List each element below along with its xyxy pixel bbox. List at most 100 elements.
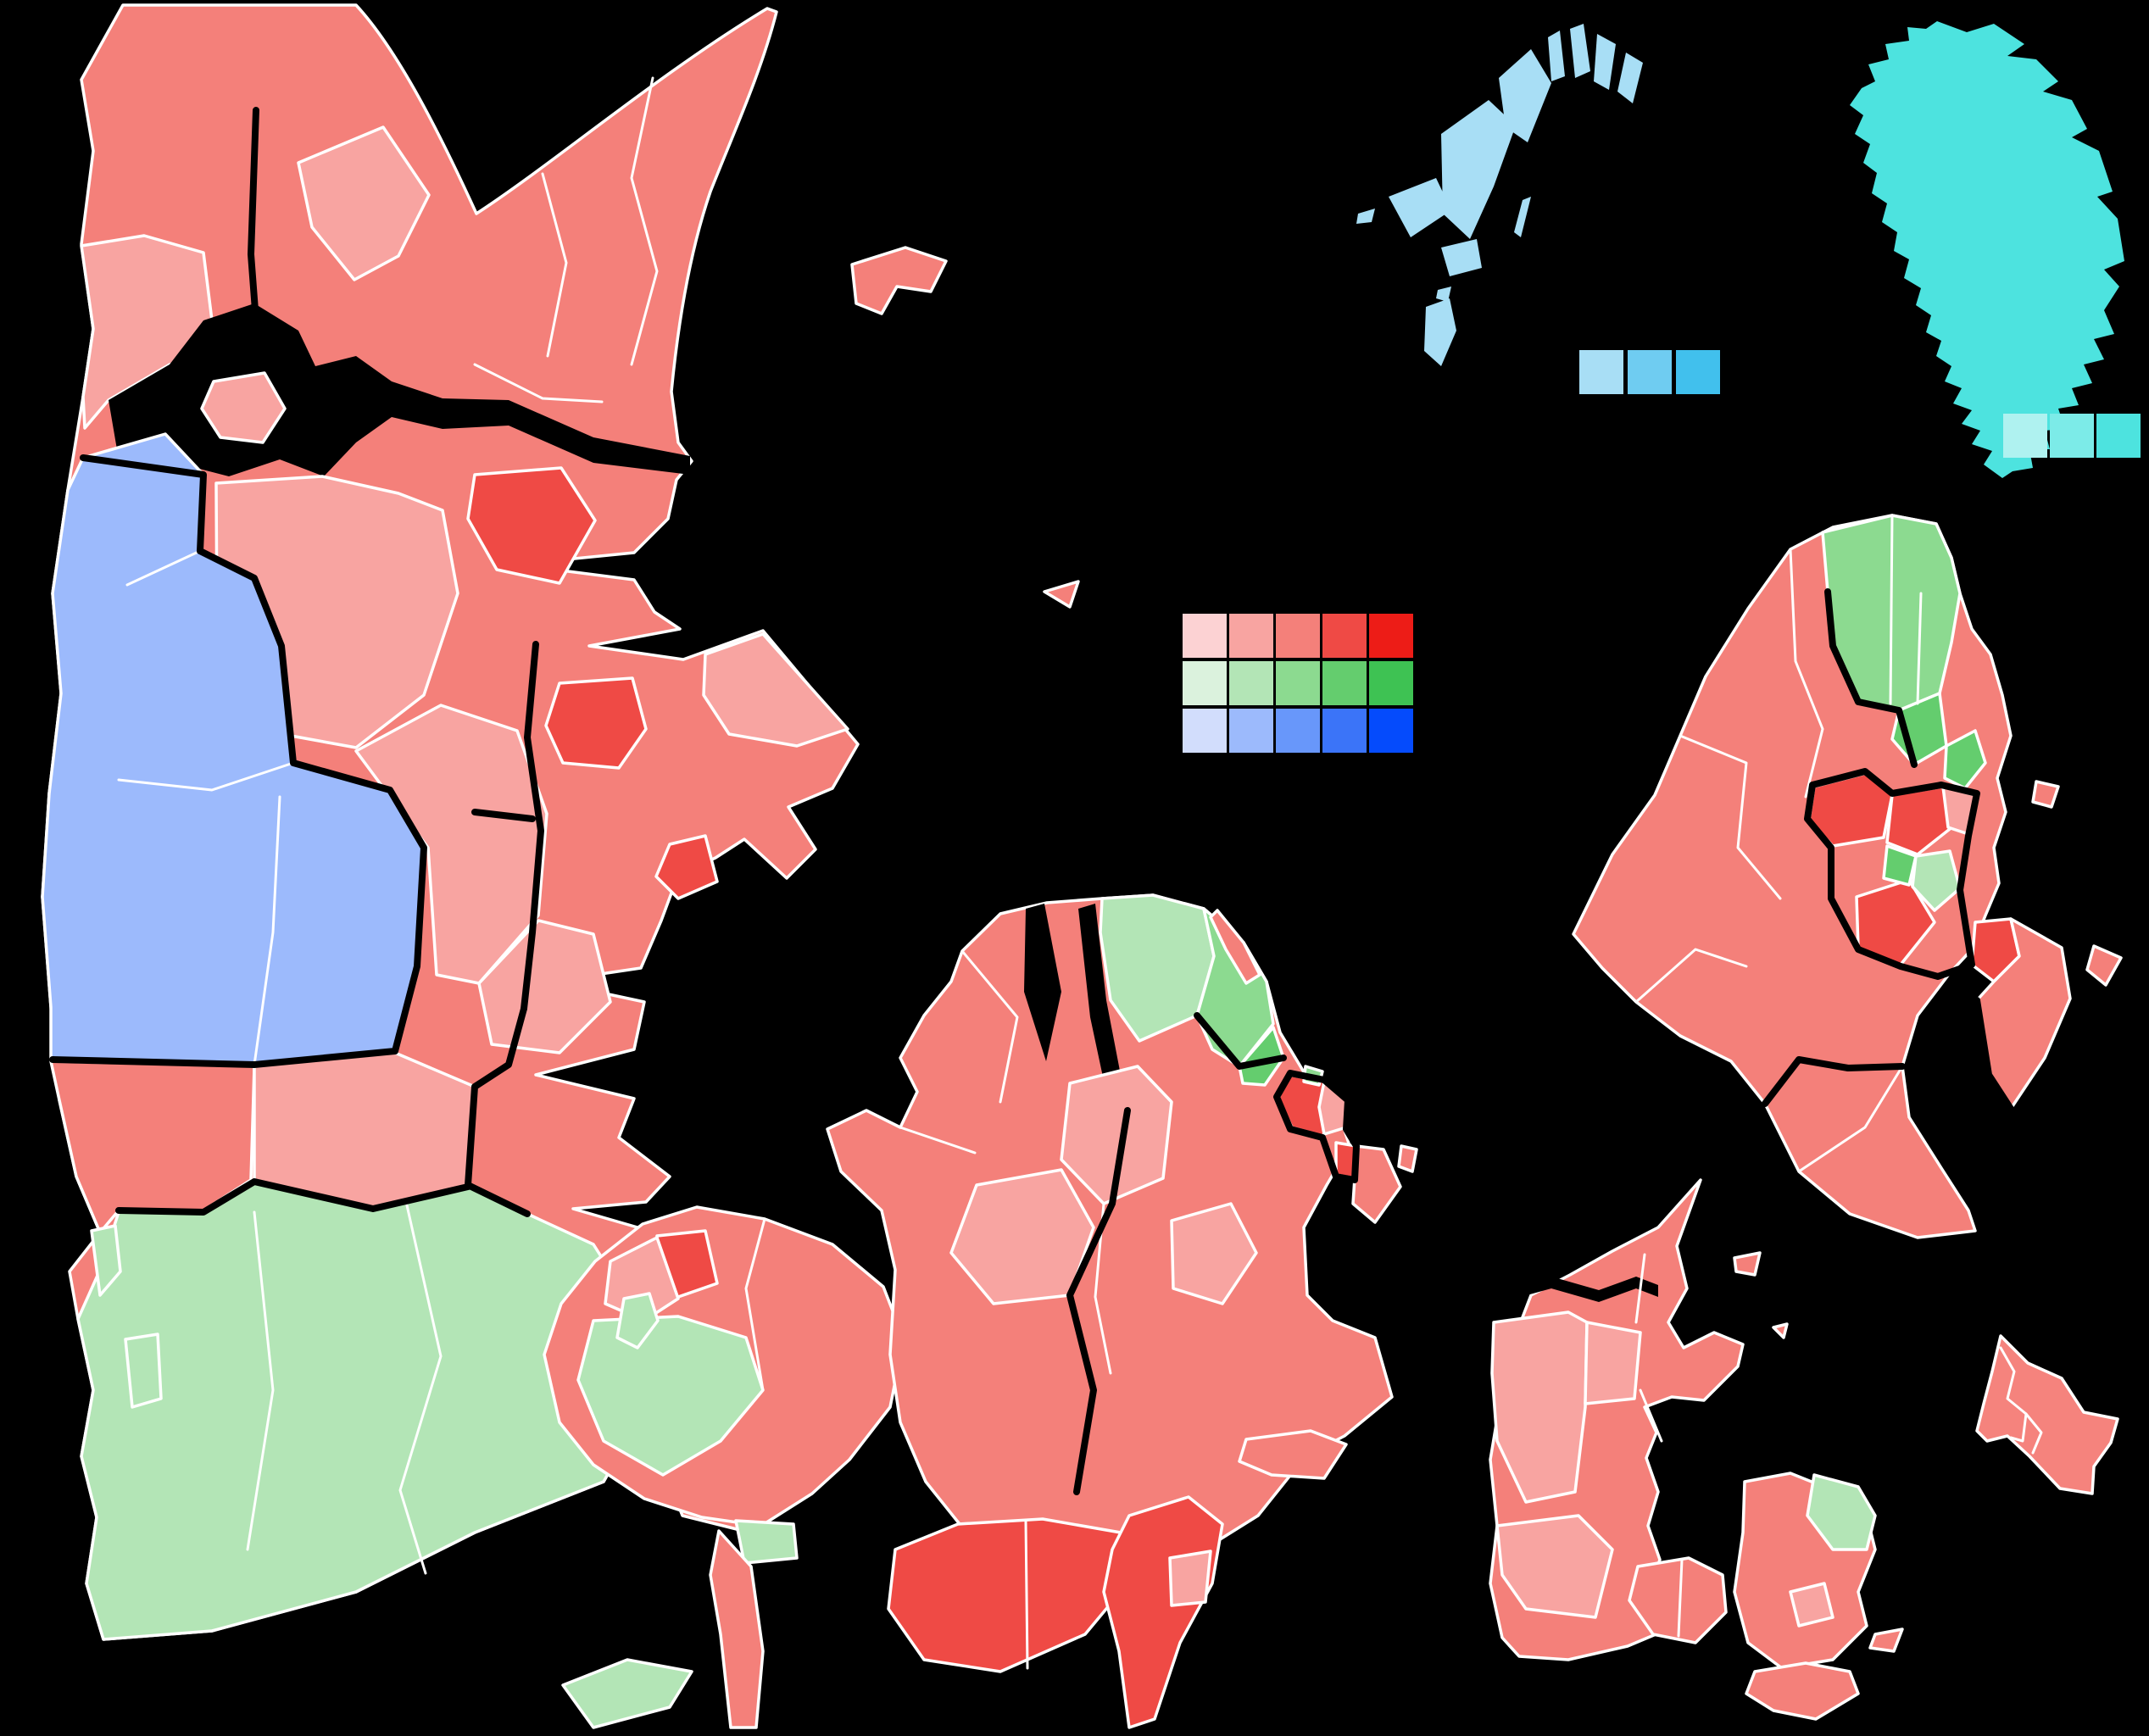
region-greenland bbox=[1850, 21, 2124, 478]
mini-anholt bbox=[1772, 1322, 1789, 1339]
region-laesoe bbox=[850, 246, 948, 315]
region-vejen bbox=[253, 1051, 476, 1209]
mini-border-jutland bbox=[1634, 1253, 1663, 1443]
isefjord-water bbox=[1024, 904, 1061, 1061]
border-zealand-1 bbox=[960, 949, 1019, 1104]
region-aalborg bbox=[466, 466, 597, 585]
border-green-1 bbox=[246, 1210, 275, 1551]
greenland bbox=[1850, 21, 2141, 478]
mini-moen bbox=[1868, 1628, 1904, 1653]
border-bornholm-2 bbox=[2024, 1412, 2043, 1455]
faroe-nolsoy bbox=[1514, 197, 1531, 237]
region-roemoe bbox=[124, 1333, 163, 1409]
region-skanderborg bbox=[477, 919, 612, 1054]
border-green-2 bbox=[398, 1204, 443, 1575]
legend-green-3 bbox=[1276, 661, 1320, 705]
small-islands bbox=[850, 246, 1080, 609]
faroe-sandoy bbox=[1441, 239, 1482, 276]
region-samsoe bbox=[615, 1292, 660, 1349]
faroe-streymoy bbox=[1441, 100, 1516, 239]
mini-border-funen bbox=[1677, 1558, 1684, 1638]
inset-border-south bbox=[1797, 1065, 1904, 1173]
faroe-vagar bbox=[1389, 178, 1451, 237]
region-moen bbox=[1238, 1429, 1348, 1480]
faroe-mykines bbox=[1356, 209, 1375, 224]
inset-district-green bbox=[1824, 588, 1918, 768]
district-border-nz bbox=[1194, 1012, 1287, 1070]
faroe-legend-swatch-2 bbox=[1628, 350, 1672, 394]
mini-zealand-pink bbox=[1789, 1582, 1834, 1628]
region-gentofte-green bbox=[1238, 1026, 1285, 1087]
mini-lolland-falster bbox=[1745, 1661, 1860, 1721]
region-saltholm bbox=[1397, 1144, 1418, 1173]
inset-frederiksberg bbox=[1882, 844, 1918, 887]
jutland bbox=[41, 3, 860, 1641]
legend-green-2 bbox=[1229, 661, 1273, 705]
region-aarhus bbox=[654, 834, 719, 900]
legend-red-3 bbox=[1276, 614, 1320, 658]
district-border-east bbox=[471, 641, 544, 1012]
region-lolland bbox=[887, 1517, 1129, 1673]
inset-copenhagen-centre bbox=[1911, 849, 1962, 912]
legend-blue-1 bbox=[1183, 709, 1227, 753]
border-zealand-2 bbox=[899, 1126, 977, 1155]
legend-red-2 bbox=[1229, 614, 1273, 658]
inset-border-green-1 bbox=[1889, 514, 1894, 705]
district-border-cph bbox=[1273, 1070, 1360, 1183]
legend-blue-4 bbox=[1322, 709, 1367, 753]
border-vendsyssel-3 bbox=[473, 363, 604, 403]
inset-border-green-2 bbox=[1916, 592, 1923, 705]
region-randers bbox=[544, 676, 648, 770]
zealand-lolland bbox=[826, 893, 1418, 1729]
greenland-legend-swatch-1 bbox=[2003, 414, 2047, 458]
greenland-legend-swatch-3 bbox=[2096, 414, 2141, 458]
faroe-kunoy bbox=[1570, 24, 1590, 78]
roskilde-fjord-water bbox=[1078, 904, 1127, 1121]
main-legend bbox=[1183, 614, 1413, 753]
capital-inset bbox=[1572, 514, 2123, 1239]
legend-green-1 bbox=[1183, 661, 1227, 705]
faroe-skuvoy bbox=[1436, 287, 1451, 302]
region-aeroe bbox=[561, 1658, 693, 1729]
district-border-zealand-mid bbox=[1066, 1107, 1131, 1495]
border-funen-1 bbox=[744, 1217, 766, 1392]
greenland-legend-swatch-2 bbox=[2050, 414, 2094, 458]
inset-border-west-2 bbox=[1634, 948, 1748, 1004]
inset-district-cph-ring bbox=[1804, 768, 1980, 980]
faroe-bordoy bbox=[1594, 34, 1616, 90]
inset-border-west-3 bbox=[1789, 548, 1824, 798]
border-blue-1 bbox=[125, 549, 202, 587]
inset-hven-dot bbox=[2031, 780, 2060, 809]
faroe-vidoy bbox=[1617, 53, 1643, 103]
district-border-south bbox=[115, 1005, 531, 1217]
mini-jutland-pink-south bbox=[1495, 1514, 1614, 1619]
faroe-legend-swatch-3 bbox=[1676, 350, 1720, 394]
border-blue-3 bbox=[253, 795, 281, 1066]
inset-district-amager bbox=[1762, 997, 2014, 1112]
border-blue-2 bbox=[117, 761, 295, 792]
inset-border-west-1 bbox=[1679, 734, 1782, 900]
region-vendsyssel-west bbox=[297, 125, 431, 281]
region-taasinge bbox=[734, 1519, 799, 1565]
district-border-nw bbox=[248, 107, 263, 370]
funen bbox=[543, 1205, 905, 1729]
inset-saltholm-dot bbox=[2085, 944, 2123, 987]
region-djursland-north bbox=[702, 632, 849, 748]
mini-north-zealand-green bbox=[1806, 1473, 1877, 1551]
legend-green-4 bbox=[1322, 661, 1367, 705]
faroe-eysturoy bbox=[1499, 49, 1551, 142]
legend-blue-2 bbox=[1229, 709, 1273, 753]
region-helsingoer bbox=[1209, 909, 1261, 985]
border-lolland bbox=[1024, 1520, 1029, 1670]
region-koege-greve bbox=[1170, 1202, 1258, 1305]
mini-map bbox=[1489, 1178, 2119, 1721]
region-fanoe bbox=[90, 1224, 122, 1297]
region-langeland bbox=[709, 1529, 765, 1729]
region-roskilde-lejre bbox=[1060, 1065, 1173, 1205]
border-bornholm-1 bbox=[1999, 1346, 2028, 1443]
mini-laesoe bbox=[1733, 1251, 1762, 1277]
inset-green-dark-2 bbox=[1943, 729, 1987, 790]
legend-red-4 bbox=[1322, 614, 1367, 658]
